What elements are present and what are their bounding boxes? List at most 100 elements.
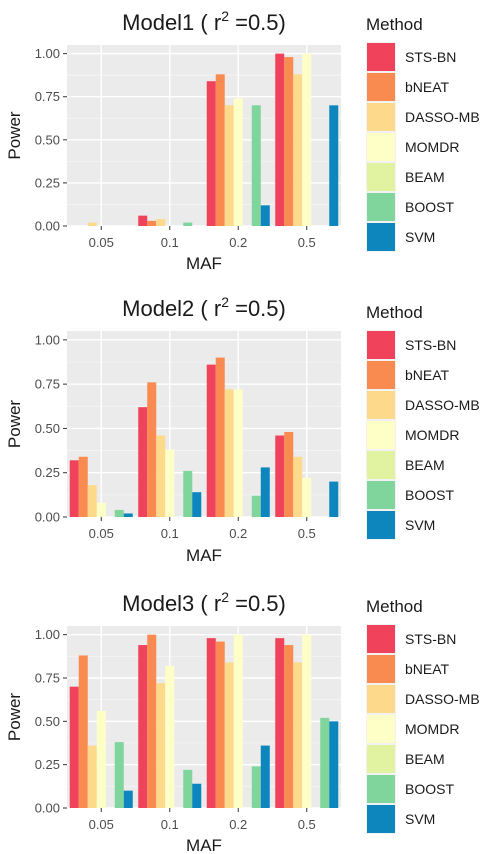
bar-svm-0.1 (192, 783, 202, 808)
bar-sts-bn-0.1 (138, 215, 148, 226)
bar-dasso-mb-0.05 (87, 485, 97, 517)
chart-title-tail: =0.5) (229, 296, 286, 321)
legend-label: BOOST (405, 487, 454, 503)
bar-momdr-0.1 (165, 449, 175, 517)
bar-sts-bn-0.1 (138, 407, 148, 517)
bar-boost-0.5 (320, 717, 330, 808)
y-tick-label: 1.00 (35, 46, 60, 61)
bar-sts-bn-0.5 (275, 53, 285, 226)
legend-label: bNEAT (405, 661, 450, 677)
bar-sts-bn-0.05 (69, 460, 79, 517)
bar-bneat-0.2 (215, 357, 225, 517)
bar-boost-0.1 (183, 470, 193, 517)
y-tick-label: 0.75 (35, 671, 60, 686)
chart-title-superscript: 2 (221, 8, 229, 24)
y-axis-label: Power (5, 111, 24, 160)
bar-bneat-0.2 (215, 74, 225, 226)
chart-title-main: Model3 ( r (122, 591, 221, 616)
bar-sts-bn-0.1 (138, 645, 148, 808)
bar-momdr-0.2 (233, 98, 243, 226)
y-tick-label: 0.75 (35, 377, 60, 392)
legend-label: bNEAT (405, 79, 450, 95)
chart-panel-model1: Model1 ( r2 =0.5) 0.00 0.25 0.50 0.75 1.00 0.0… (5, 8, 480, 273)
bar-dasso-mb-0.5 (293, 74, 303, 226)
legend-title: Method (366, 303, 423, 322)
x-tick-label: 0.1 (161, 526, 179, 541)
x-tick-label: 0.5 (298, 526, 316, 541)
y-tick-label: 0.25 (35, 757, 60, 772)
bar-dasso-mb-0.5 (293, 662, 303, 808)
bar-svm-0.05 (123, 790, 133, 808)
bar-boost-0.05 (114, 742, 124, 808)
x-tick-label: 0.5 (298, 235, 316, 250)
legend-swatch-sts-bn (367, 625, 395, 653)
legend-label: BOOST (405, 199, 454, 215)
legend-label: DASSO-MB (405, 397, 480, 413)
legend-label: DASSO-MB (405, 109, 480, 125)
legend-label: DASSO-MB (405, 691, 480, 707)
bar-bneat-0.1 (147, 634, 157, 808)
x-tick-label: 0.5 (298, 817, 316, 832)
chart-title-superscript: 2 (221, 294, 229, 310)
legend-swatch-dasso-mb (367, 685, 395, 713)
bar-dasso-mb-0.1 (156, 219, 166, 226)
bar-boost-0.2 (251, 495, 261, 517)
legend-swatch-momdr (367, 133, 395, 161)
legend-label: STS-BN (405, 631, 456, 647)
legend-swatch-momdr (367, 421, 395, 449)
y-axis-label: Power (5, 400, 24, 449)
x-tick-label: 0.2 (229, 526, 247, 541)
bar-svm-0.1 (192, 492, 202, 517)
bar-momdr-0.5 (302, 53, 312, 226)
bar-svm-0.5 (329, 721, 339, 808)
bar-momdr-0.1 (165, 665, 175, 808)
y-tick-label: 0.50 (35, 714, 60, 729)
legend-label: BEAM (405, 751, 445, 767)
y-tick-label: 0.50 (35, 421, 60, 436)
x-tick-label: 0.05 (89, 235, 114, 250)
chart-title: Model3 ( r2 =0.5) (122, 589, 286, 616)
legend-label: MOMDR (405, 721, 459, 737)
legend-label: SVM (405, 229, 435, 245)
bar-boost-0.2 (251, 766, 261, 808)
legend-label: SVM (405, 811, 435, 827)
legend-swatch-sts-bn (367, 331, 395, 359)
y-tick-label: 0.00 (35, 801, 60, 816)
x-tick-label: 0.05 (89, 817, 114, 832)
chart-panel-model2: Model2 ( r2 =0.5) 0.00 0.25 0.50 0.75 1.00 0.0… (5, 294, 480, 565)
legend-label: BEAM (405, 457, 445, 473)
x-axis-label: MAF (186, 254, 222, 273)
x-tick-label: 0.2 (229, 817, 247, 832)
bar-dasso-mb-0.2 (224, 105, 234, 226)
legend-label: SVM (405, 517, 435, 533)
bar-bneat-0.05 (78, 456, 88, 517)
bar-sts-bn-0.5 (275, 435, 285, 517)
y-axis-label: Power (5, 693, 24, 742)
bar-dasso-mb-0.05 (87, 222, 97, 226)
x-axis-label: MAF (186, 546, 222, 565)
y-tick-label: 0.50 (35, 132, 60, 147)
y-tick-label: 1.00 (35, 332, 60, 347)
bar-svm-0.2 (260, 467, 270, 517)
chart-title-tail: =0.5) (229, 10, 286, 35)
bar-momdr-0.05 (96, 502, 106, 517)
bar-sts-bn-0.5 (275, 638, 285, 808)
bar-svm-0.5 (329, 481, 339, 517)
bar-dasso-mb-0.2 (224, 662, 234, 808)
bar-momdr-0.05 (96, 710, 106, 808)
legend-swatch-beam (367, 451, 395, 479)
bar-sts-bn-0.05 (69, 686, 79, 808)
bar-bneat-0.05 (78, 655, 88, 808)
bar-momdr-0.2 (233, 634, 243, 808)
bar-boost-0.2 (251, 105, 261, 226)
bar-dasso-mb-0.5 (293, 456, 303, 517)
x-tick-label: 0.05 (89, 526, 114, 541)
bar-sts-bn-0.2 (206, 364, 216, 517)
chart-title-tail: =0.5) (229, 591, 286, 616)
legend-label: BEAM (405, 169, 445, 185)
bar-boost-0.1 (183, 769, 193, 808)
legend-swatch-dasso-mb (367, 103, 395, 131)
bar-boost-0.05 (114, 509, 124, 517)
chart-title-main: Model2 ( r (122, 296, 221, 321)
bar-boost-0.1 (183, 222, 193, 226)
